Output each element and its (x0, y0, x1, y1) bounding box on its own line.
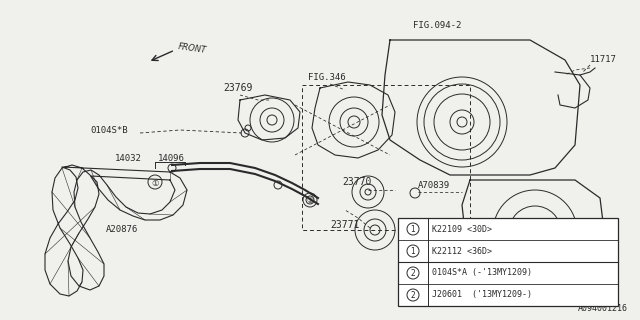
Text: 2: 2 (411, 269, 415, 278)
Text: 0104S*B: 0104S*B (90, 126, 127, 135)
Text: 14096: 14096 (158, 154, 185, 163)
Text: 1: 1 (411, 225, 415, 234)
Text: A70839: A70839 (418, 181, 451, 190)
Text: ①: ① (151, 179, 159, 188)
Text: 1: 1 (411, 247, 415, 256)
Text: FIG.732: FIG.732 (572, 271, 610, 280)
Text: 23772: 23772 (400, 248, 429, 258)
Text: K22112 <36D>: K22112 <36D> (432, 246, 492, 255)
Text: A20876: A20876 (106, 225, 138, 234)
Text: A094001216: A094001216 (578, 304, 628, 313)
Text: 23770: 23770 (342, 177, 371, 187)
Bar (398, 218, 618, 306)
Text: ②: ② (307, 196, 314, 205)
Text: 23771: 23771 (330, 220, 360, 230)
Text: 2: 2 (411, 291, 415, 300)
Text: 14032: 14032 (115, 154, 142, 163)
Text: FIG.346: FIG.346 (308, 73, 346, 82)
Text: K22109 <30D>: K22109 <30D> (432, 225, 492, 234)
Text: FIG.094-2: FIG.094-2 (413, 21, 461, 30)
Text: FRONT: FRONT (178, 43, 208, 55)
Text: 0104S*A (-'13MY1209): 0104S*A (-'13MY1209) (432, 268, 532, 277)
Text: J20601  ('13MY1209-): J20601 ('13MY1209-) (432, 291, 532, 300)
Text: 23769: 23769 (223, 83, 252, 93)
Text: 11717: 11717 (590, 55, 617, 64)
